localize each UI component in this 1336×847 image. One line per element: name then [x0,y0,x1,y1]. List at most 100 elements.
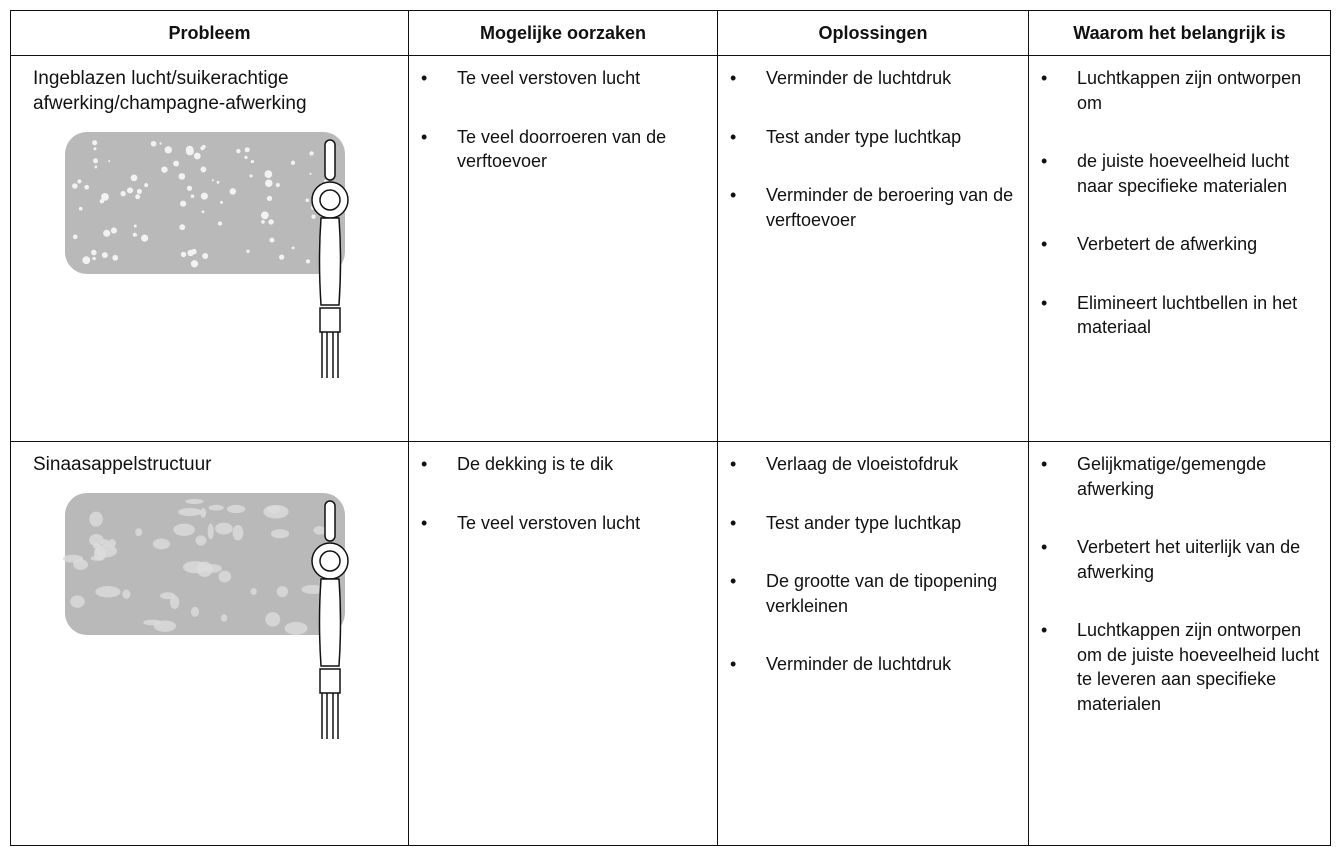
bubble [190,194,195,199]
texture [143,619,162,626]
bubble [211,179,214,182]
bullet-item: • Gelijkmatige/gemengde afwerking [1029,452,1322,501]
texture [135,528,143,537]
gun-hose [321,332,339,378]
item-text: Verminder de luchtdruk [766,654,952,674]
bullet-item: • Verlaag de vloeistofdruk [718,452,1020,477]
texture [90,555,105,561]
bubble [159,142,162,145]
bubble [141,234,149,242]
bullet: • [730,654,737,674]
texture [207,523,214,540]
bullet-item: • Luchtkappen zijn ontworpen om [1029,66,1322,115]
bullet: • [730,571,737,591]
bubble [135,194,141,200]
problem-text: Sinaasappelstructuur [33,454,212,475]
bullet-item: • De dekking is te dik [409,452,709,477]
texture [183,561,207,574]
item-text: Verminder de luchtdruk [766,68,952,88]
bubble [132,232,137,237]
bullet: • [730,512,737,533]
bubble [264,170,273,179]
texture [101,539,109,547]
bubble [131,188,134,192]
bubble [279,254,285,260]
bullet-item: • Verbetert het uiterlijk van de afwerkin… [1029,535,1322,584]
item-text: Verbetert de afwerking [1077,234,1258,254]
bubble [126,187,134,194]
bubble [261,220,265,224]
bubble [133,224,137,228]
bubble [77,179,82,184]
bubble [93,158,98,164]
sample-image [65,132,349,378]
causes-cell: • Te veel verstoven lucht • Te veel doorroe… [408,55,718,442]
item-text: Te veel verstoven lucht [457,68,641,88]
bubble [216,180,220,184]
bubble [103,229,111,237]
bubble [84,184,90,190]
causes-list: • De dekking is te dik • Te veel verstoven … [409,442,717,535]
bubble [150,140,157,147]
bubble [178,173,186,180]
bullet: • [1041,620,1048,640]
texture [95,586,121,598]
column-header: Probleem [10,10,409,56]
bullet: • [730,68,737,88]
texture [89,511,103,527]
bubble [144,183,149,188]
bullet: • [421,68,428,88]
item-text: Test ander type luchtkap [766,512,962,533]
texture [218,570,232,583]
bubble [244,155,248,160]
item-text: Verminder de beroering van de verftoevoe… [766,185,1014,230]
bullet: • [1041,151,1048,171]
header-row: Probleem Mogelijke oorzaken Oplossingen Waa… [10,10,1331,56]
bubble [217,221,223,226]
texture [195,535,207,546]
bubble [201,210,205,214]
texture [73,559,89,570]
gun-fitting [319,307,341,333]
item-text: Gelijkmatige/gemengde afwerking [1077,454,1267,499]
texture [107,539,117,548]
solutions-list: • Verminder de luchtdruk • Test ander type … [718,56,1028,232]
texture [301,584,325,594]
bubble [291,246,295,250]
bubble [250,159,254,164]
bullet-item: • De grootte van de tipopening verkleinen [718,569,1020,618]
bullet-item: • Test ander type luchtkap [718,125,1020,150]
bubble [190,260,199,268]
bubble [260,211,269,220]
texture [226,504,246,514]
bullet-item: • de juiste hoeveelheid lucht naar specif… [1029,149,1322,198]
problem-text: Ingeblazen lucht/suikerachtige afwerking… [33,68,307,114]
reasons-list: • Gelijkmatige/gemengde afwerking • Verbete… [1029,442,1330,716]
bubble [309,172,312,175]
bullet: • [730,454,737,474]
bullet-item: • Test ander type luchtkap [718,511,1020,536]
bubble [219,200,224,204]
item-text: de juiste hoeveelheid lucht naar specifi… [1077,151,1290,196]
bubble [202,252,209,260]
bullet: • [1041,454,1048,474]
bullet: • [1041,68,1048,88]
bubble [305,259,311,264]
gun-top [324,139,336,181]
bubble [108,160,111,163]
bubble [290,160,296,165]
bubble [173,160,180,167]
bubble [309,151,314,156]
bubble [93,147,97,151]
troubleshoot-table: Probleem Mogelijke oorzaken Oplossingen Waa… [10,10,1331,846]
reasons-cell: • Gelijkmatige/gemengde afwerking • Verbete… [1028,441,1331,846]
texture [208,504,224,511]
texture [70,595,85,608]
bullet-item: • Verminder de luchtdruk [718,66,1020,91]
texture [178,507,202,517]
texture [270,529,290,539]
bubble [72,234,78,240]
bubble [91,249,97,256]
gun-top [324,500,336,542]
texture [232,525,244,541]
